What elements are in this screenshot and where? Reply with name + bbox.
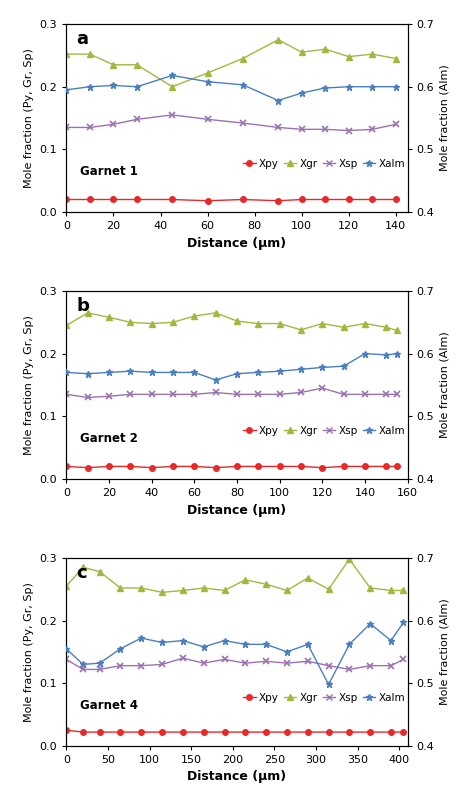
Text: b: b <box>77 297 90 314</box>
Y-axis label: Mole fraction (Alm): Mole fraction (Alm) <box>440 598 450 705</box>
Y-axis label: Mole fraction (Py, Gr, Sp): Mole fraction (Py, Gr, Sp) <box>24 582 34 722</box>
Legend: Xpy, Xgr, Xsp, Xalm: Xpy, Xgr, Xsp, Xalm <box>239 155 409 173</box>
Y-axis label: Mole fraction (Py, Gr, Sp): Mole fraction (Py, Gr, Sp) <box>24 48 34 188</box>
X-axis label: Distance (μm): Distance (μm) <box>187 771 287 784</box>
X-axis label: Distance (μm): Distance (μm) <box>187 504 287 516</box>
Legend: Xpy, Xgr, Xsp, Xalm: Xpy, Xgr, Xsp, Xalm <box>239 422 409 440</box>
Y-axis label: Mole fraction (Alm): Mole fraction (Alm) <box>440 331 450 439</box>
Text: Garnet 2: Garnet 2 <box>80 432 138 445</box>
Text: c: c <box>77 564 87 581</box>
Y-axis label: Mole fraction (Py, Gr, Sp): Mole fraction (Py, Gr, Sp) <box>24 315 34 455</box>
Text: a: a <box>77 30 89 47</box>
X-axis label: Distance (μm): Distance (μm) <box>187 237 287 249</box>
Y-axis label: Mole fraction (Alm): Mole fraction (Alm) <box>440 65 450 172</box>
Text: Garnet 4: Garnet 4 <box>80 699 138 712</box>
Legend: Xpy, Xgr, Xsp, Xalm: Xpy, Xgr, Xsp, Xalm <box>239 688 409 707</box>
Text: Garnet 1: Garnet 1 <box>80 165 138 178</box>
